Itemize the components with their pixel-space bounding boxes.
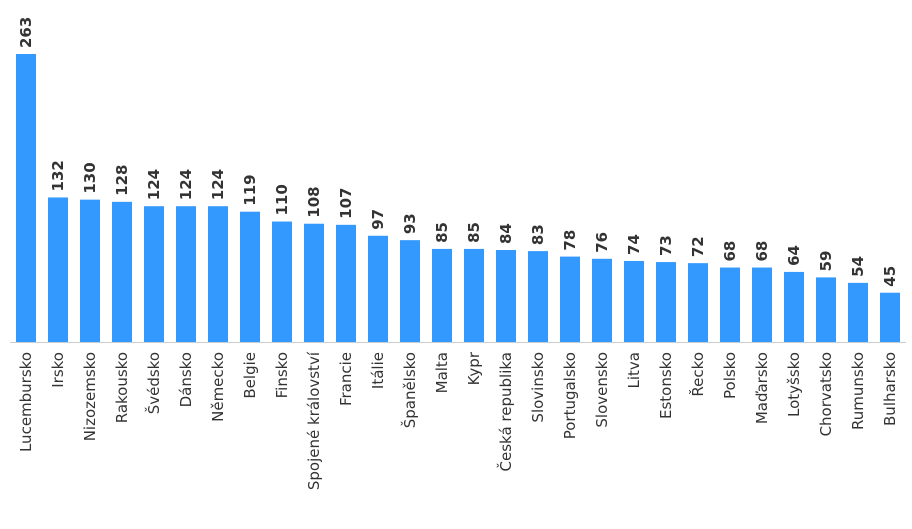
data-label: 76 — [593, 232, 611, 253]
bar — [880, 292, 900, 342]
bar — [400, 240, 420, 342]
bars-group — [16, 54, 900, 342]
data-label: 124 — [177, 169, 195, 200]
x-tick-label: Finsko — [273, 352, 291, 398]
bar — [304, 223, 324, 342]
x-tick-label: Španělsko — [400, 352, 419, 428]
bar — [752, 267, 772, 342]
bar — [368, 235, 388, 342]
data-label: 128 — [113, 165, 131, 196]
data-label: 85 — [433, 222, 451, 243]
data-label: 263 — [17, 17, 35, 48]
x-tick-label: Litva — [625, 352, 643, 388]
data-label: 85 — [465, 222, 483, 243]
data-label: 108 — [305, 186, 323, 217]
data-label: 78 — [561, 230, 579, 251]
x-tick-label: Spojené království — [305, 351, 323, 490]
data-label: 59 — [817, 251, 835, 272]
data-label: 74 — [625, 234, 643, 255]
data-label: 107 — [337, 188, 355, 219]
x-tick-label: Kypr — [465, 351, 483, 385]
x-tick-label: Maďarsko — [753, 352, 771, 424]
bar — [336, 224, 356, 342]
x-tick-label: Lucembursko — [17, 352, 35, 452]
bar — [48, 197, 68, 342]
bar — [240, 211, 260, 342]
x-tick-label: Bulharsko — [881, 352, 899, 426]
bar — [464, 248, 484, 342]
bar — [848, 282, 868, 342]
category-labels-group: Lucembursko Irsko Nizozemsko Rakousko Švédsk… — [17, 351, 899, 490]
bar — [528, 251, 548, 342]
bar — [560, 256, 580, 342]
x-tick-label: Polsko — [721, 352, 739, 399]
data-label: 83 — [529, 224, 547, 245]
bar — [656, 262, 676, 342]
x-tick-label: Česká republika — [496, 352, 515, 471]
x-tick-label: Slovensko — [593, 352, 611, 428]
x-tick-label: Portugalsko — [561, 352, 579, 439]
data-label: 124 — [209, 169, 227, 200]
data-label: 110 — [273, 184, 291, 215]
x-tick-label: Belgie — [241, 352, 259, 399]
data-label: 45 — [881, 266, 899, 287]
value-labels-group: 263 132 130 128 124 124 124 119 110 108 107 97 93 85 8… — [17, 17, 899, 287]
data-label: 124 — [145, 169, 163, 200]
data-label: 64 — [785, 245, 803, 266]
x-tick-label: Irsko — [49, 352, 67, 388]
x-tick-label: Řecko — [688, 352, 707, 397]
data-label: 97 — [369, 209, 387, 230]
x-tick-label: Slovinsko — [529, 352, 547, 423]
data-label: 84 — [497, 223, 515, 244]
data-label: 93 — [401, 213, 419, 234]
data-label: 119 — [241, 174, 259, 205]
bar — [144, 206, 164, 342]
bar — [272, 221, 292, 342]
data-label: 72 — [689, 236, 707, 257]
x-tick-label: Německo — [209, 352, 227, 422]
data-label: 130 — [81, 162, 99, 193]
bar — [496, 250, 516, 342]
bar — [784, 271, 804, 342]
bar — [432, 248, 452, 342]
data-label: 73 — [657, 235, 675, 256]
x-tick-label: Chorvatsko — [817, 352, 835, 436]
x-tick-label: Lotyšsko — [785, 352, 803, 417]
bar — [624, 260, 644, 342]
bar — [816, 277, 836, 342]
data-label: 68 — [753, 241, 771, 262]
x-tick-label: Nizozemsko — [81, 352, 99, 441]
data-label: 54 — [849, 256, 867, 277]
bar — [592, 258, 612, 342]
data-label: 68 — [721, 241, 739, 262]
x-tick-label: Itálie — [369, 352, 387, 389]
x-tick-label: Francie — [337, 352, 355, 406]
bar — [112, 201, 132, 342]
data-label: 132 — [49, 160, 67, 191]
x-tick-label: Rakousko — [113, 352, 131, 423]
x-tick-label: Estonsko — [657, 352, 675, 419]
bar — [688, 263, 708, 342]
x-tick-label: Malta — [433, 352, 451, 393]
bar — [80, 199, 100, 342]
bar — [176, 206, 196, 342]
x-tick-label: Rumunsko — [849, 352, 867, 430]
x-tick-label: Švédsko — [144, 352, 163, 414]
x-tick-label: Dánsko — [177, 352, 195, 407]
bar — [720, 267, 740, 342]
bar — [208, 206, 228, 342]
bar — [16, 54, 36, 342]
